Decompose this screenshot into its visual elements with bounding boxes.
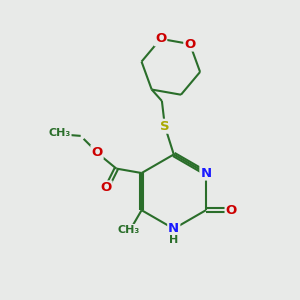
- Text: CH₃: CH₃: [118, 224, 140, 235]
- Text: O: O: [184, 38, 196, 50]
- Text: O: O: [92, 146, 103, 159]
- Text: O: O: [100, 182, 112, 194]
- Text: O: O: [226, 204, 237, 217]
- Text: CH₃: CH₃: [49, 128, 71, 138]
- Text: H: H: [169, 235, 178, 245]
- Text: S: S: [160, 120, 170, 133]
- Text: N: N: [168, 222, 179, 235]
- Text: N: N: [200, 167, 211, 179]
- Text: O: O: [155, 32, 166, 45]
